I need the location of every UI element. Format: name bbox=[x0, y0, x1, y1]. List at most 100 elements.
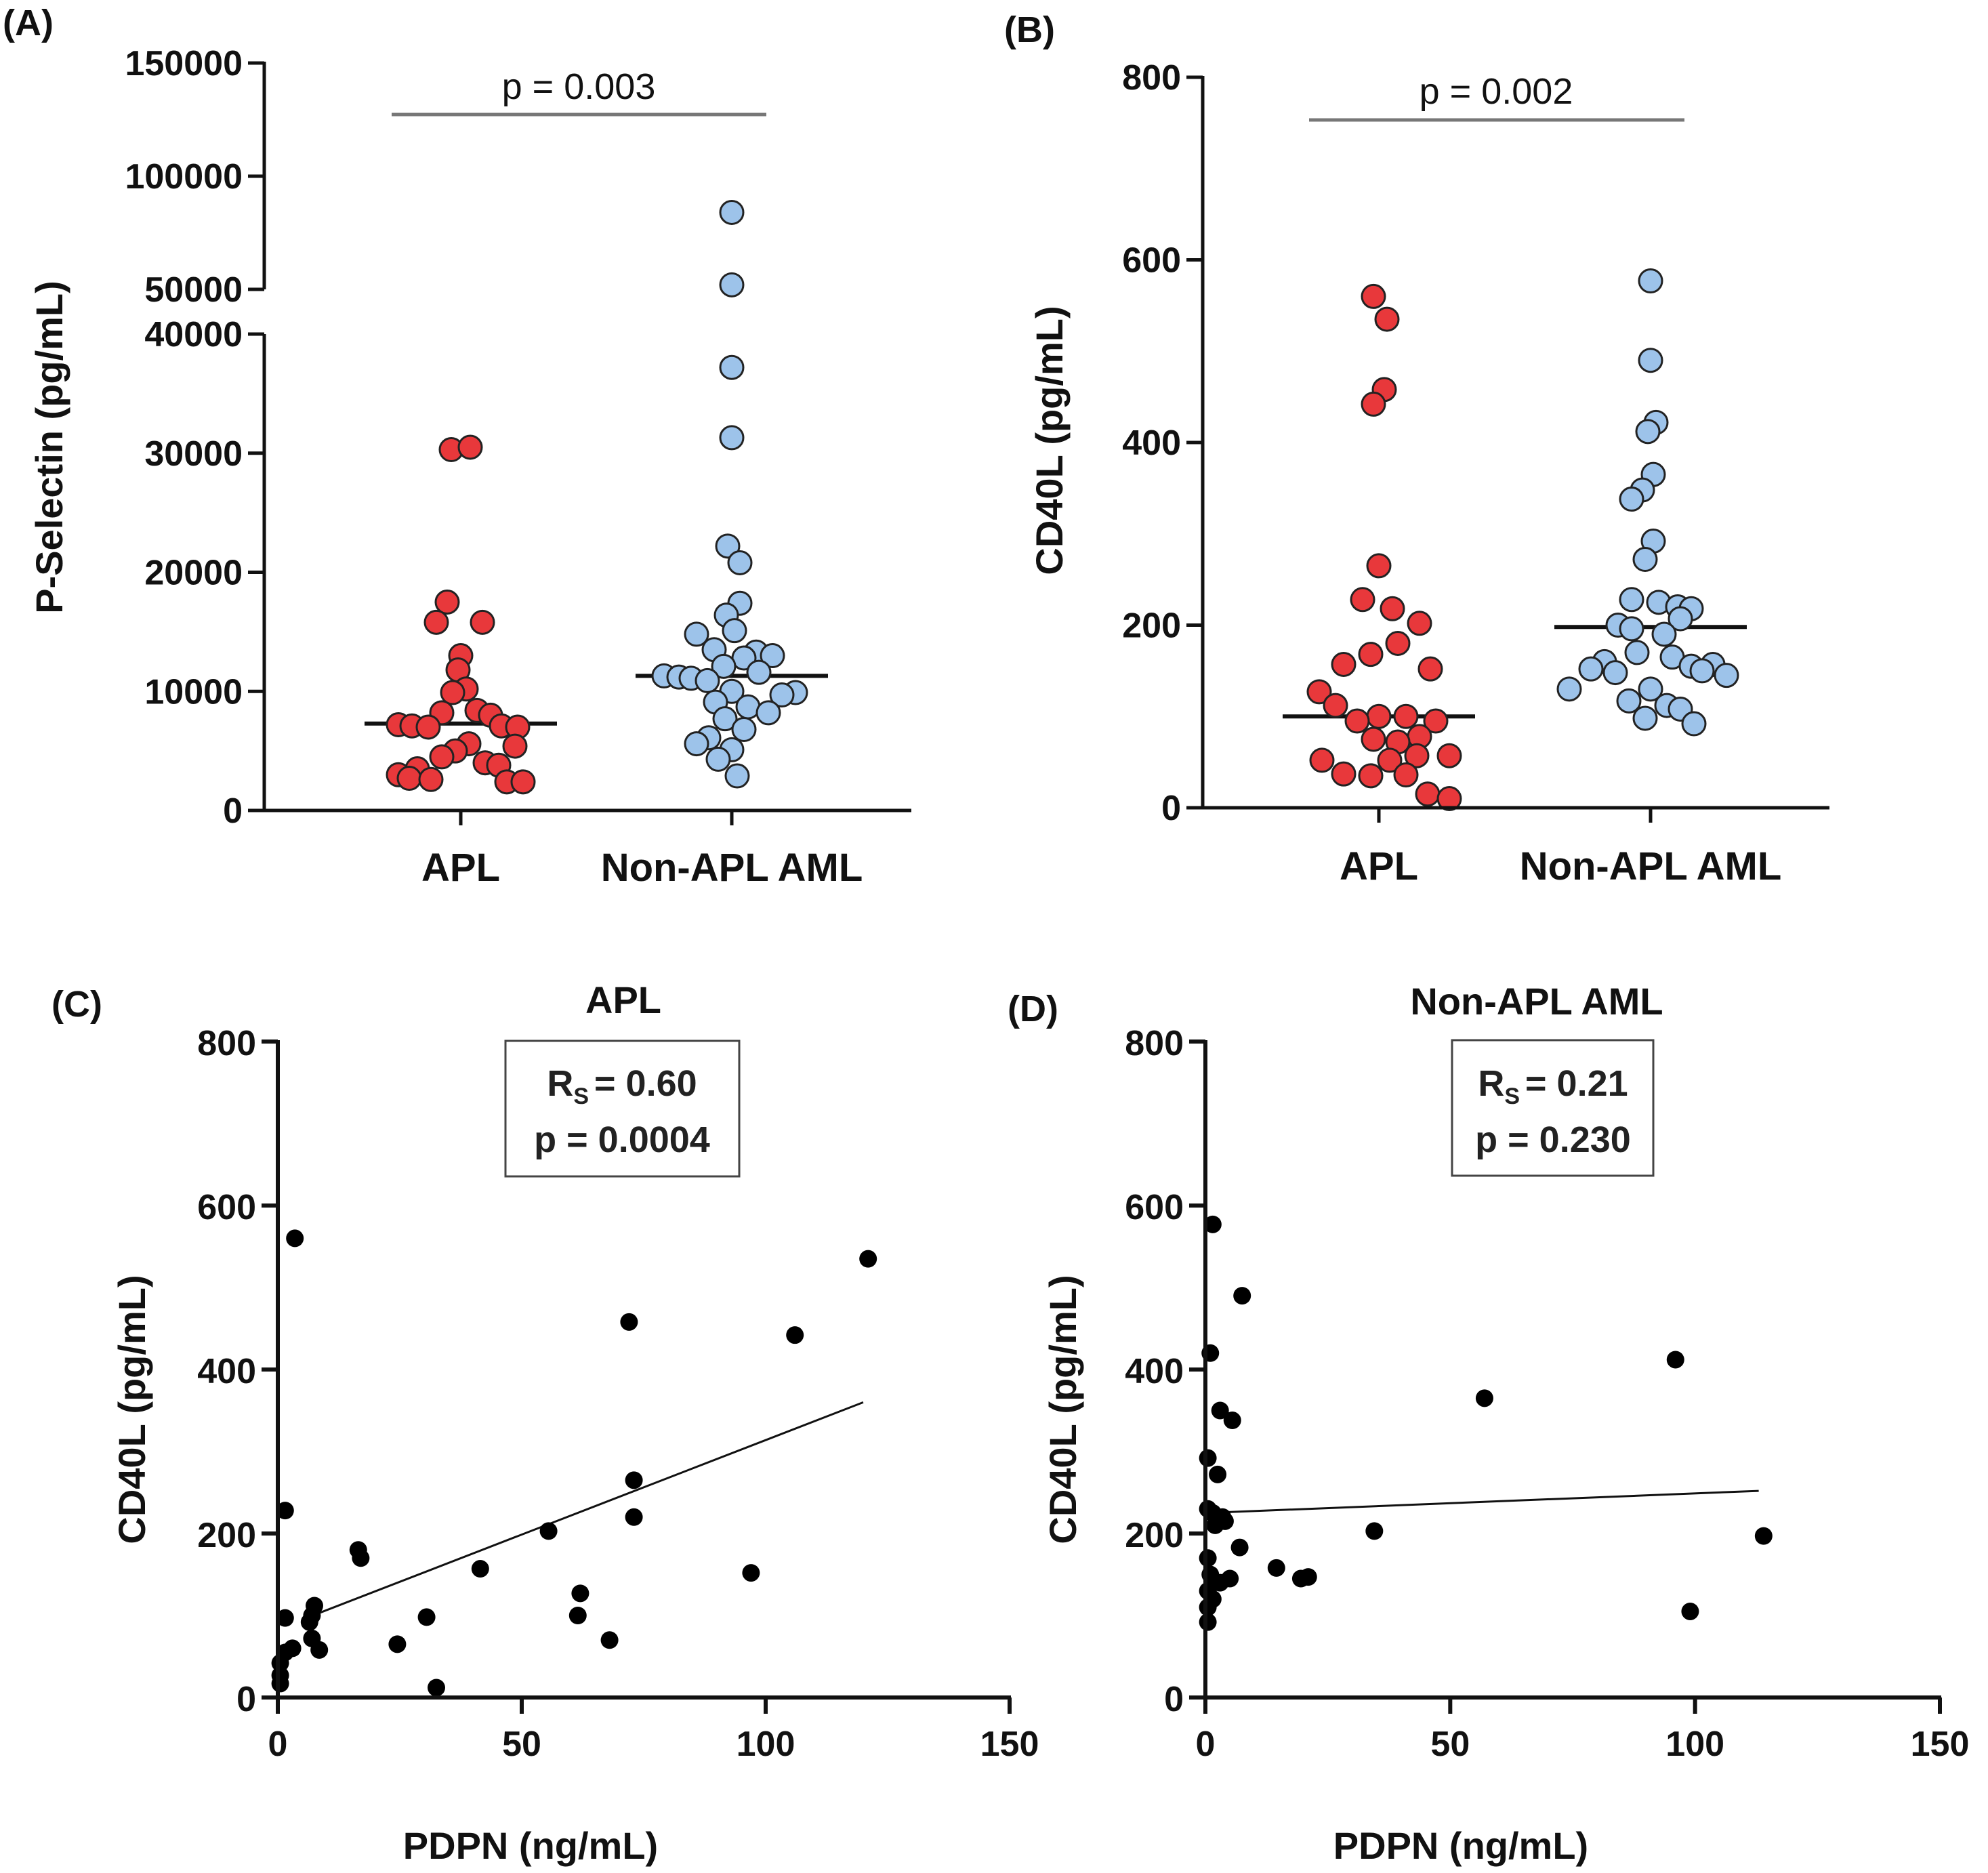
y-tick-label-a-6: 100000 bbox=[125, 157, 243, 197]
data-point-b-1-1 bbox=[1638, 348, 1663, 373]
data-point-c-9 bbox=[539, 1522, 558, 1540]
data-point-a-0-2 bbox=[434, 589, 460, 615]
x-tick-label-d-3: 150 bbox=[1911, 1725, 1970, 1764]
y-tick-label-a-7: 150000 bbox=[125, 44, 243, 83]
data-point-b-0-0 bbox=[1361, 283, 1386, 309]
data-point-b-0-1 bbox=[1374, 306, 1400, 332]
data-point-c-4 bbox=[625, 1471, 643, 1489]
stats-p-c: p = 0.0004 bbox=[534, 1119, 710, 1160]
y-tick-label-d-3: 600 bbox=[1125, 1188, 1184, 1227]
data-point-d-16 bbox=[1230, 1538, 1249, 1557]
data-point-c-11 bbox=[742, 1564, 760, 1582]
y-tick-label-a-0: 0 bbox=[223, 791, 243, 831]
data-point-a-1-1 bbox=[719, 272, 745, 297]
x-tick-label-c-3: 150 bbox=[980, 1725, 1039, 1764]
data-point-d-8 bbox=[1209, 1465, 1227, 1483]
data-point-a-1-32 bbox=[724, 763, 750, 789]
data-point-a-0-28 bbox=[510, 769, 536, 795]
data-point-a-1-29 bbox=[684, 731, 709, 757]
data-point-a-1-26 bbox=[712, 706, 738, 732]
data-point-a-0-4 bbox=[470, 609, 495, 635]
data-point-b-1-24 bbox=[1689, 658, 1715, 684]
stats-box-c bbox=[504, 1040, 741, 1178]
data-point-c-20 bbox=[600, 1631, 619, 1649]
data-point-a-1-14 bbox=[711, 653, 737, 679]
data-point-d-14 bbox=[1365, 1522, 1384, 1540]
x-tick-label-d-2: 100 bbox=[1665, 1725, 1724, 1764]
data-point-a-1-21 bbox=[769, 682, 795, 708]
data-point-b-1-28 bbox=[1616, 688, 1642, 714]
data-point-a-0-1 bbox=[457, 434, 483, 460]
data-point-c-5 bbox=[276, 1502, 294, 1520]
y-tick-label-d-0: 0 bbox=[1164, 1680, 1184, 1719]
y-tick-label-b-0: 0 bbox=[1161, 789, 1181, 828]
y-tick-label-a-5: 50000 bbox=[144, 270, 243, 310]
data-point-b-0-12 bbox=[1306, 679, 1332, 705]
data-point-d-0 bbox=[1203, 1215, 1222, 1233]
data-point-b-1-27 bbox=[1638, 676, 1663, 702]
data-point-d-7 bbox=[1199, 1449, 1217, 1467]
axes-b: 0 200 400 600 800 bbox=[1122, 58, 1829, 828]
data-point-a-1-25 bbox=[755, 700, 781, 726]
data-point-c-1 bbox=[859, 1250, 877, 1268]
panel-d: (D) Non-APL AML CD40L (pg/mL) PDPN (ng/m… bbox=[1008, 980, 1969, 1867]
y-tick-label-a-4: 40000 bbox=[144, 315, 243, 354]
data-point-b-1-8 bbox=[1632, 546, 1658, 572]
y-axis-title-a: P-Selectin (pg/mL) bbox=[28, 281, 70, 614]
data-point-a-1-9 bbox=[684, 621, 709, 647]
y-tick-label-b-1: 200 bbox=[1122, 606, 1181, 646]
data-point-a-1-5 bbox=[727, 550, 753, 575]
data-point-a-1-19 bbox=[746, 659, 772, 685]
stats-rs-value-d: = 0.21 bbox=[1525, 1063, 1628, 1104]
panel-label-a: (A) bbox=[3, 3, 54, 43]
stats-rs-d: RS = 0.21 bbox=[1478, 1063, 1628, 1109]
axes-a: 0 10000 20000 30000 40000 50000 100000 150000 bbox=[125, 44, 911, 831]
data-point-b-0-17 bbox=[1423, 708, 1449, 734]
data-point-d-13 bbox=[1206, 1516, 1224, 1534]
panel-a: (A) P-Selectin (pg/mL) p = 0.003 0 10000 2… bbox=[3, 3, 911, 890]
x-tick-label-c-2: 100 bbox=[737, 1725, 795, 1764]
data-point-a-1-12 bbox=[760, 643, 785, 669]
data-point-b-1-23 bbox=[1714, 663, 1739, 688]
data-point-c-14 bbox=[417, 1608, 436, 1626]
category-label-a-non-apl-aml: Non-APL AML bbox=[601, 846, 863, 890]
data-point-b-1-3 bbox=[1635, 419, 1661, 445]
data-point-c-2 bbox=[620, 1313, 638, 1331]
data-point-b-0-26 bbox=[1358, 763, 1384, 789]
data-point-d-3 bbox=[1666, 1351, 1684, 1369]
data-point-c-13 bbox=[568, 1607, 587, 1624]
data-point-c-23 bbox=[276, 1609, 294, 1627]
data-point-d-21 bbox=[1291, 1569, 1310, 1588]
y-tick-label-d-2: 400 bbox=[1125, 1352, 1184, 1391]
stats-rs-sub-d: S bbox=[1504, 1084, 1520, 1109]
stats-box-d bbox=[1451, 1039, 1655, 1177]
comparison-p-b: p = 0.002 bbox=[1420, 71, 1573, 112]
y-tick-label-b-2: 400 bbox=[1122, 424, 1181, 463]
data-point-b-0-19 bbox=[1361, 726, 1386, 752]
panel-label-c: (C) bbox=[51, 984, 102, 1025]
stats-rs-symbol-c: R bbox=[547, 1063, 573, 1104]
data-point-b-0-11 bbox=[1417, 656, 1443, 682]
data-point-a-0-25 bbox=[396, 766, 422, 791]
y-tick-label-b-3: 600 bbox=[1122, 241, 1181, 281]
y-tick-label-c-0: 0 bbox=[236, 1680, 256, 1719]
data-point-b-0-22 bbox=[1377, 747, 1403, 773]
data-point-b-0-3 bbox=[1361, 391, 1386, 417]
data-point-c-28 bbox=[271, 1674, 289, 1693]
data-point-c-22 bbox=[428, 1679, 445, 1697]
data-point-a-0-3 bbox=[423, 609, 449, 635]
data-point-d-6 bbox=[1223, 1412, 1241, 1430]
data-point-b-1-15 bbox=[1668, 606, 1693, 632]
data-point-c-19 bbox=[310, 1641, 329, 1659]
data-point-b-1-25 bbox=[1602, 660, 1628, 686]
data-point-b-0-4 bbox=[1366, 553, 1392, 579]
data-point-a-1-27 bbox=[731, 716, 757, 742]
y-tick-label-d-1: 200 bbox=[1125, 1516, 1184, 1555]
stats-rs-value-c: = 0.60 bbox=[594, 1063, 697, 1104]
data-point-b-0-14 bbox=[1366, 703, 1392, 729]
category-label-b-apl: APL bbox=[1340, 844, 1418, 888]
axes-d: 0 200 400 600 800 0 50 100 150 bbox=[1125, 1024, 1969, 1764]
data-point-c-12 bbox=[571, 1584, 589, 1603]
data-point-d-17 bbox=[1199, 1549, 1217, 1567]
